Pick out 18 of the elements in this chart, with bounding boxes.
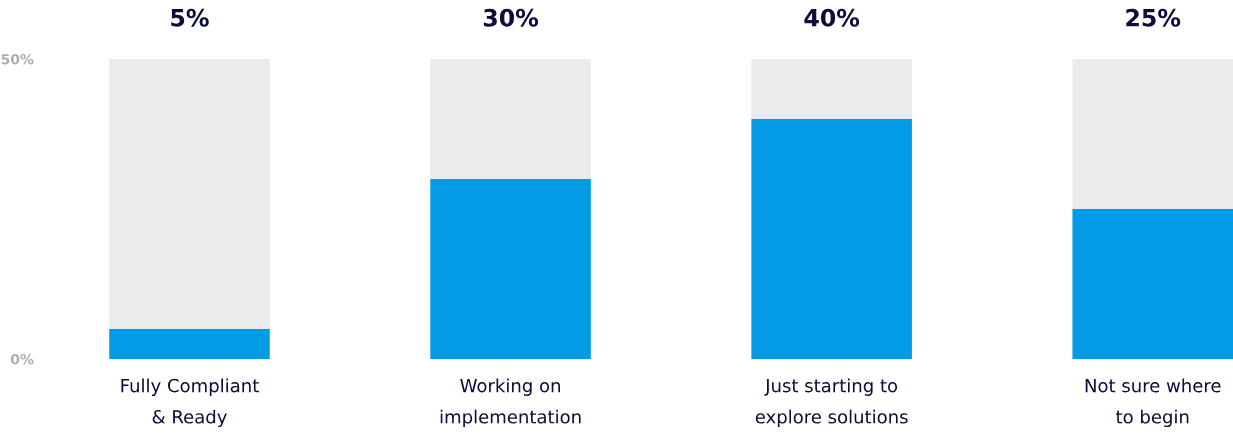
bar: [1072, 59, 1233, 209]
bar: [109, 329, 270, 359]
bar: [751, 59, 912, 119]
bar: [1072, 209, 1233, 359]
y-tick-label: 50%: [1, 53, 34, 65]
data-label: 40%: [804, 8, 860, 27]
data-label: 5%: [171, 8, 209, 27]
data-label: 25%: [1126, 8, 1181, 27]
bar: [430, 59, 591, 179]
y-tick-label: 0%: [10, 353, 34, 365]
bar: [751, 119, 912, 359]
data-label: 30%: [483, 8, 539, 27]
bar: [109, 59, 270, 329]
bar: [430, 179, 591, 359]
x-tick-label: Fully Compliant & Ready: [121, 378, 259, 428]
x-tick-label: Just starting to explore solutions: [755, 378, 908, 428]
x-tick-label: Not sure where to begin: [1085, 378, 1221, 428]
x-tick-label: Working on implementation: [440, 378, 581, 428]
